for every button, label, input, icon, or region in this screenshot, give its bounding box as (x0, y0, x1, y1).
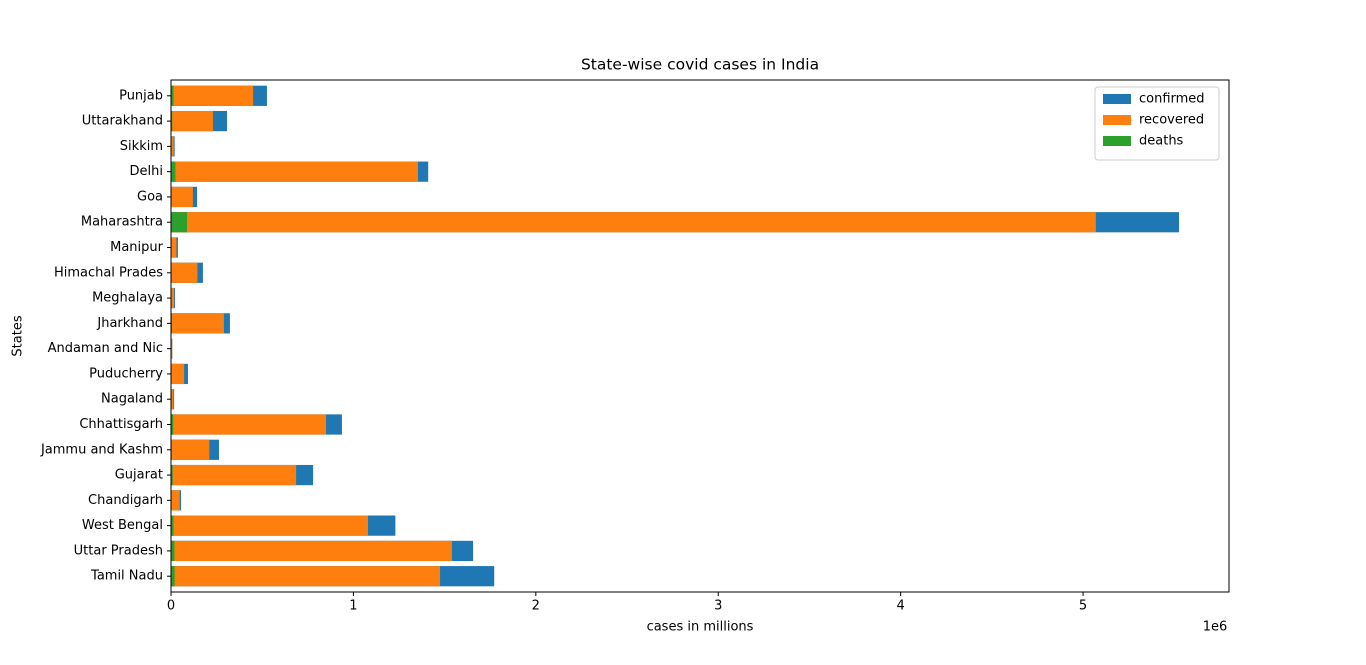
x-axis-label: cases in millions (647, 620, 754, 635)
y-tick-label: Sikkim (120, 139, 163, 154)
x-tick-label: 0 (167, 599, 175, 614)
bar (171, 464, 173, 486)
bar (171, 237, 177, 258)
bar (171, 414, 327, 435)
y-tick-label: Tamil Nadu (90, 569, 163, 584)
legend-label: recovered (1139, 113, 1204, 128)
y-tick-label: Jammu and Kashm (40, 442, 163, 457)
bar (171, 363, 185, 385)
bar (171, 566, 175, 587)
bar (171, 515, 174, 536)
bar (171, 85, 174, 106)
bar (171, 439, 210, 460)
y-tick-label: Chhattisgarh (79, 417, 163, 432)
y-axis-label: States (11, 315, 26, 356)
y-tick-label: Puducherry (89, 366, 163, 381)
bar (171, 110, 173, 132)
legend-label: confirmed (1139, 92, 1205, 107)
bar (171, 540, 175, 562)
bar (171, 313, 224, 334)
bar (171, 110, 213, 132)
bar (171, 566, 441, 587)
y-tick-label: Delhi (130, 164, 163, 179)
bar (171, 338, 173, 359)
y-tick-label: Goa (137, 189, 163, 204)
y-tick-label: Punjab (119, 88, 163, 103)
x-tick-label: 2 (532, 599, 540, 614)
bar (171, 464, 297, 486)
bar (171, 186, 193, 208)
bar (171, 389, 174, 410)
x-offset-text: 1e6 (1203, 620, 1228, 635)
x-tick-label: 1 (349, 599, 357, 614)
bar (171, 414, 174, 435)
x-tick-label: 5 (1079, 599, 1087, 614)
legend: confirmed recovered deaths (1094, 86, 1220, 161)
bar (171, 262, 198, 283)
y-tick-label: Himachal Prades (54, 265, 163, 280)
y-tick-label: Gujarat (115, 468, 163, 483)
bar (171, 212, 188, 233)
legend-label: deaths (1139, 134, 1184, 149)
bar (171, 287, 175, 309)
y-tick-label: Uttarakhand (82, 114, 163, 129)
legend-swatch (1103, 94, 1131, 104)
legend-swatch (1103, 115, 1131, 125)
legend-swatch (1103, 136, 1131, 146)
x-tick-label: 4 (897, 599, 905, 614)
y-tick-label: Manipur (110, 240, 164, 255)
y-tick-label: Nagaland (101, 392, 163, 407)
y-tick-label: West Bengal (82, 518, 163, 533)
bar (171, 490, 180, 511)
bar (171, 136, 174, 157)
y-tick-label: Jharkhand (96, 316, 163, 331)
bar (171, 161, 176, 182)
y-tick-label: Andaman and Nic (48, 341, 163, 356)
bar (171, 85, 254, 106)
bar (171, 515, 369, 536)
plot-frame (170, 79, 1230, 593)
bar (171, 161, 418, 182)
y-tick-label: Chandigarh (88, 493, 163, 508)
y-tick-label: Maharashtra (81, 215, 163, 230)
bar (171, 540, 452, 562)
bar (171, 212, 1096, 233)
y-tick-label: Meghalaya (92, 291, 163, 306)
y-tick-label: Uttar Pradesh (74, 543, 163, 558)
x-tick-label: 3 (714, 599, 722, 614)
chart-title: State-wise covid cases in India (581, 56, 819, 74)
